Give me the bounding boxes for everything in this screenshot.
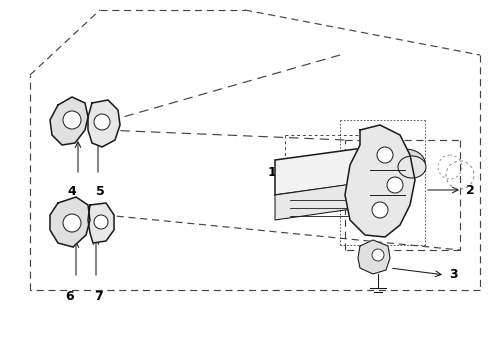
Circle shape xyxy=(372,202,388,218)
Polygon shape xyxy=(50,197,90,247)
Ellipse shape xyxy=(398,156,426,178)
Polygon shape xyxy=(275,145,385,195)
Circle shape xyxy=(372,249,384,261)
Text: 7: 7 xyxy=(94,290,102,303)
Text: 5: 5 xyxy=(96,185,104,198)
Text: 4: 4 xyxy=(68,185,76,198)
Polygon shape xyxy=(345,125,415,237)
Text: 2: 2 xyxy=(466,184,475,197)
Circle shape xyxy=(63,111,81,129)
Polygon shape xyxy=(50,97,88,145)
Text: 6: 6 xyxy=(66,290,74,303)
Text: 3: 3 xyxy=(449,269,458,282)
Polygon shape xyxy=(358,240,390,274)
Circle shape xyxy=(94,215,108,229)
Circle shape xyxy=(387,177,403,193)
Circle shape xyxy=(94,114,110,130)
Circle shape xyxy=(63,214,81,232)
Circle shape xyxy=(377,147,393,163)
Ellipse shape xyxy=(385,149,425,177)
Polygon shape xyxy=(88,203,114,243)
Text: 1: 1 xyxy=(267,166,276,179)
Polygon shape xyxy=(275,180,380,220)
Polygon shape xyxy=(88,100,120,147)
